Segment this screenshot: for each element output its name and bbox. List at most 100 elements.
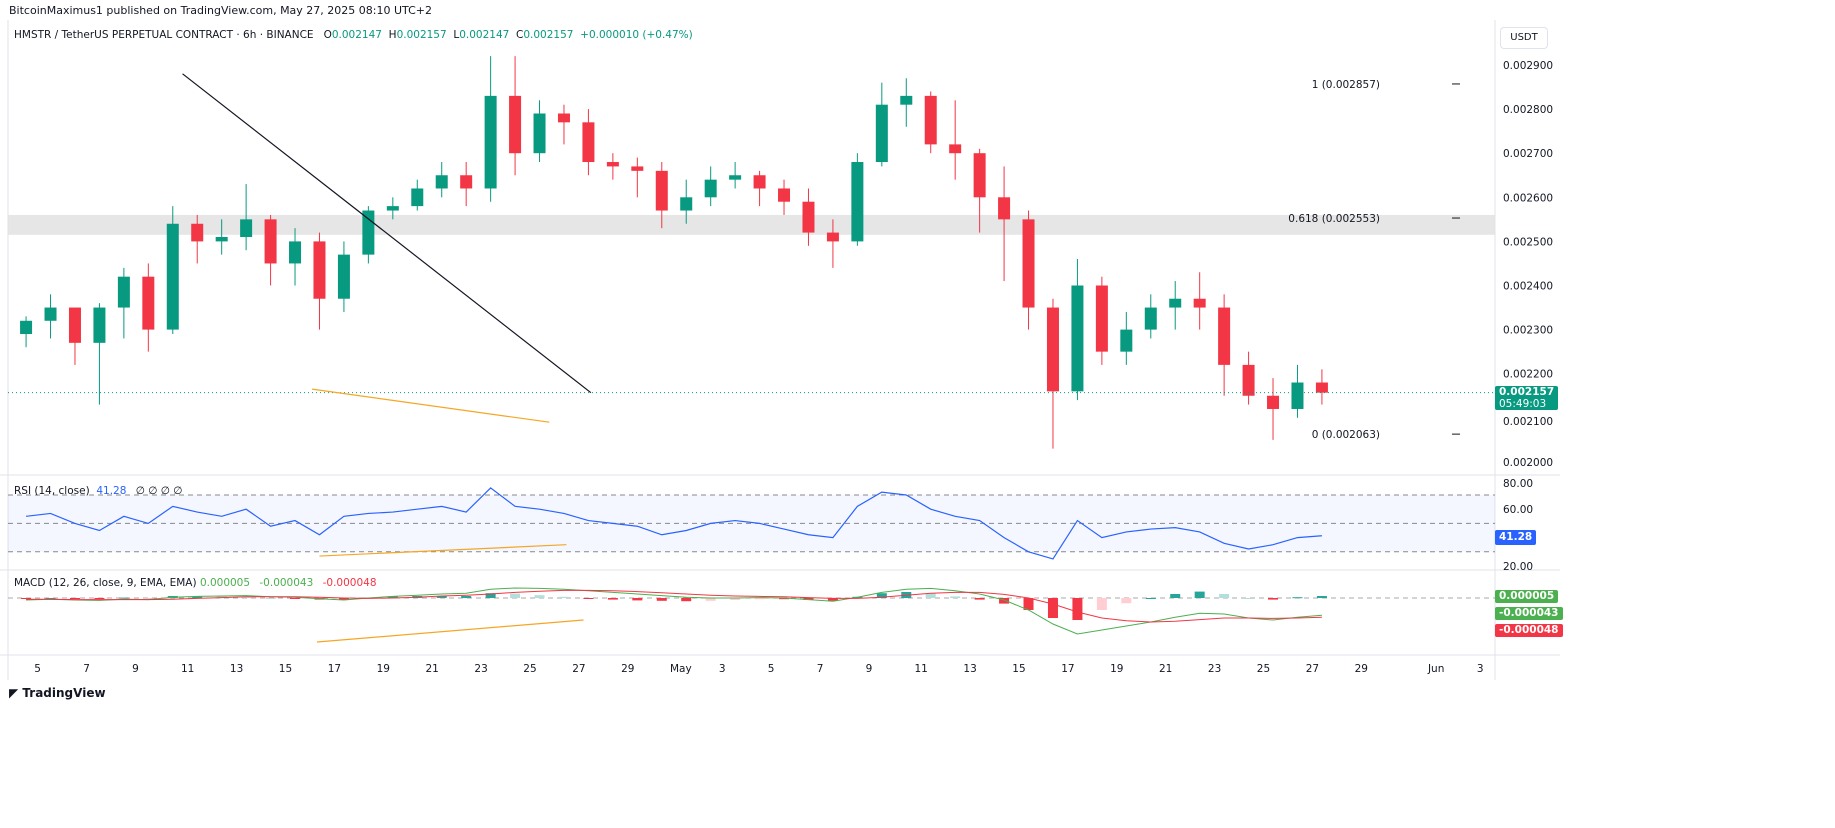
date-tick-label: 3 (1477, 663, 1484, 675)
candle-body (1315, 382, 1328, 393)
date-tick-label: 27 (572, 663, 585, 675)
fib-level-label: 0.618 (0.002553) (1288, 213, 1380, 225)
price-tick-label: 0.002600 (1503, 192, 1553, 204)
candle-body (655, 170, 668, 211)
candle-body (460, 175, 473, 189)
candle-body (1071, 285, 1084, 392)
macd-histogram-bar (632, 598, 643, 601)
date-tick-label: 13 (230, 663, 243, 675)
candle-body (166, 223, 179, 330)
symbol-legend: HMSTR / TetherUS PERPETUAL CONTRACT · 6h… (14, 29, 693, 41)
macd-histogram-bar (754, 598, 765, 600)
candle-body (949, 144, 962, 154)
candle-body (924, 95, 937, 145)
macd-histogram-bar (192, 596, 203, 598)
currency-unit-button[interactable]: USDT (1500, 27, 1548, 49)
date-tick-label: 15 (1012, 663, 1025, 675)
candle-body (631, 166, 644, 171)
logo-icon: ◤ (9, 686, 23, 700)
macd-histogram-bar (534, 595, 545, 598)
candle-body (435, 175, 448, 189)
price-tick-label: 0.002000 (1503, 457, 1553, 469)
macd-histogram-bar (1023, 598, 1034, 610)
price-tick-label: 0.002700 (1503, 148, 1553, 160)
candle-body (973, 153, 986, 198)
date-tick-label: 29 (1355, 663, 1368, 675)
candle-body (1193, 298, 1206, 308)
candle-body (1120, 329, 1133, 352)
candle-body (704, 179, 717, 198)
candle-body (680, 197, 693, 211)
date-tick-label: 5 (34, 663, 41, 675)
candle-body (900, 95, 913, 105)
macd-histogram-bar (94, 598, 105, 599)
date-tick-label: 29 (621, 663, 634, 675)
macd-histogram-bar (950, 596, 961, 598)
candle-body (1242, 364, 1255, 396)
fib-level-label: 0 (0.002063) (1312, 429, 1380, 441)
macd-histogram-bar (21, 598, 32, 599)
rsi-legend: RSI (14, close) 41.28 ∅ ∅ ∅ ∅ (14, 485, 182, 497)
rsi-extra: ∅ ∅ ∅ ∅ (135, 485, 183, 497)
date-tick-label: 23 (474, 663, 487, 675)
macd-histogram-bar (681, 598, 692, 602)
rsi-title[interactable]: RSI (14, close) (14, 485, 90, 497)
symbol-title[interactable]: HMSTR / TetherUS PERPETUAL CONTRACT · 6h… (14, 29, 314, 41)
low-label: L (453, 29, 460, 41)
rsi-tick-label: 60.00 (1503, 504, 1533, 516)
rsi-line (26, 487, 1322, 560)
macd-histogram-bar (1292, 597, 1303, 599)
macd-histogram-bar (143, 598, 154, 599)
macd-histogram-bar (118, 597, 129, 599)
date-tick-label: 19 (1110, 663, 1123, 675)
macd-histogram-bar (1072, 598, 1083, 620)
date-tick-label: 9 (132, 663, 139, 675)
macd-line-value: -0.000043 (259, 577, 314, 589)
macd-histogram-bar (558, 596, 569, 598)
candle-body (1144, 307, 1157, 330)
fib-level-label: 1 (0.002857) (1312, 79, 1380, 91)
date-tick-label: 11 (181, 663, 194, 675)
macd-histogram-bar (925, 593, 936, 598)
candle-body (729, 175, 742, 180)
high-value: 0.002157 (396, 29, 447, 41)
date-tick-label: 21 (1159, 663, 1172, 675)
macd-histogram-bar (485, 593, 496, 598)
price-tick-label: 0.002800 (1503, 104, 1553, 116)
macd-histogram-bar (265, 598, 276, 599)
candle-body (753, 175, 766, 189)
candle-body (240, 219, 253, 237)
date-tick-label: Jun (1427, 663, 1444, 675)
rsi-value-tag: 41.28 (1495, 530, 1537, 545)
candle-body (1022, 219, 1035, 308)
macd-signal-tag: -0.000048 (1495, 624, 1563, 637)
candle-body (313, 241, 326, 299)
macd-legend: MACD (12, 26, close, 9, EMA, EMA) 0.0000… (14, 577, 383, 589)
candle-body (582, 122, 595, 163)
macd-line (26, 587, 1322, 635)
macd-histogram-bar (583, 598, 594, 599)
macd-histogram-bar (387, 596, 398, 598)
close-label: C (516, 29, 524, 41)
change-value: +0.000010 (+0.47%) (580, 29, 693, 41)
macd-histogram-bar (827, 598, 838, 601)
high-label: H (388, 29, 397, 41)
tradingview-logo[interactable]: ◤ TradingView (9, 686, 106, 700)
date-tick-label: 9 (866, 663, 873, 675)
price-tick-label: 0.002900 (1503, 60, 1553, 72)
candle-body (337, 254, 350, 299)
last-price-tag: 0.002157 05:49:03 (1495, 386, 1559, 410)
candle-body (851, 162, 864, 242)
candle-body (875, 104, 888, 163)
candle-body (117, 276, 130, 308)
resistance-zone (8, 214, 1495, 235)
macd-title[interactable]: MACD (12, 26, close, 9, EMA, EMA) (14, 577, 197, 589)
price-tick-label: 0.002500 (1503, 236, 1553, 248)
macd-histogram-bar (1145, 598, 1156, 599)
macd-histogram-bar (1243, 598, 1254, 599)
date-tick-label: 19 (377, 663, 390, 675)
candle-body (998, 197, 1011, 220)
candle-body (557, 113, 570, 123)
